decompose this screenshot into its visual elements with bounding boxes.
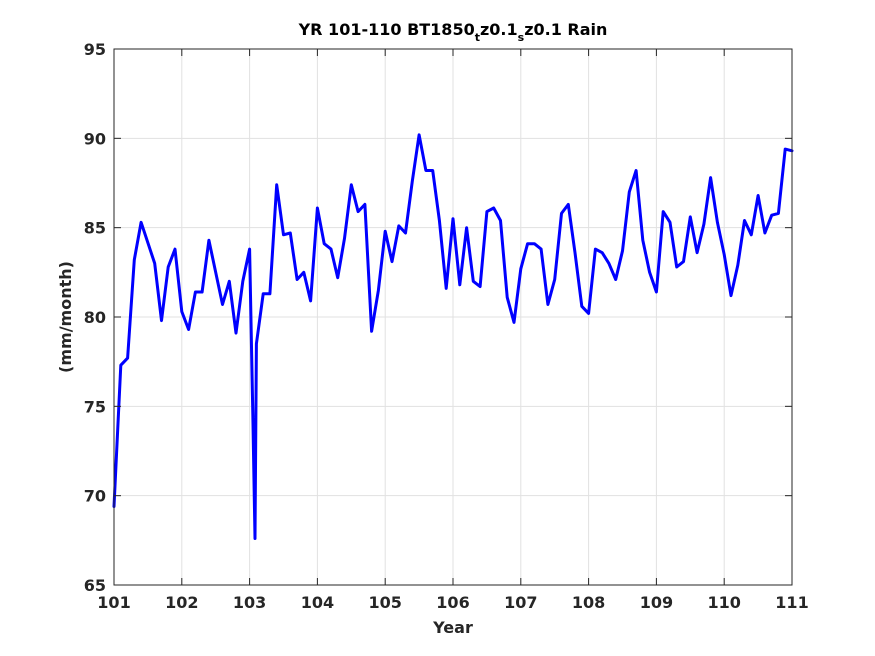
- title-sub-s: s: [518, 31, 525, 44]
- y-tick-label: 70: [84, 487, 106, 506]
- x-tick-label: 111: [775, 593, 808, 612]
- x-tick-label: 106: [436, 593, 469, 612]
- y-tick-label: 90: [84, 129, 106, 148]
- axis-ticks: [113, 48, 793, 586]
- x-tick-label: 102: [165, 593, 198, 612]
- y-tick-labels: 65 70 75 80 85 90 95: [84, 40, 106, 595]
- chart-title: YR 101-110 BT1850tz0.1sz0.1 Rain: [298, 20, 608, 44]
- y-tick-label: 75: [84, 397, 106, 416]
- x-axis-label: Year: [432, 618, 473, 637]
- rain-series-line: [112, 133, 794, 540]
- y-axis-label: (mm/month): [56, 261, 75, 373]
- x-tick-label: 110: [707, 593, 740, 612]
- y-tick-label: 80: [84, 308, 106, 327]
- x-tick-label: 104: [301, 593, 334, 612]
- x-tick-label: 105: [368, 593, 401, 612]
- x-tick-label: 109: [640, 593, 673, 612]
- title-suffix: z0.1 Rain: [524, 20, 607, 39]
- x-tick-label: 103: [233, 593, 266, 612]
- title-sub-t: t: [475, 31, 480, 44]
- x-tick-label: 108: [572, 593, 605, 612]
- y-tick-label: 95: [84, 40, 106, 59]
- x-tick-label: 107: [504, 593, 537, 612]
- x-tick-label: 101: [97, 593, 130, 612]
- title-mid: z0.1: [480, 20, 518, 39]
- y-tick-label: 85: [84, 219, 106, 238]
- x-tick-labels: 101 102 103 104 105 106 107 108 109 110 111: [97, 593, 808, 612]
- title-prefix: YR 101-110 BT1850: [298, 20, 475, 39]
- y-tick-label: 65: [84, 576, 106, 595]
- series-layer: [112, 133, 794, 540]
